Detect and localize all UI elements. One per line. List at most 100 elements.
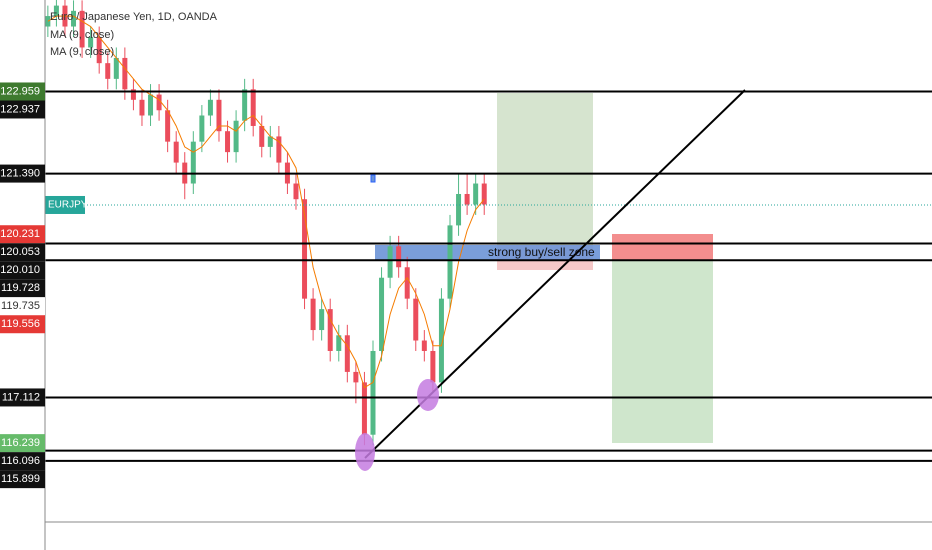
profit-zone	[497, 93, 593, 245]
candle-body	[156, 94, 162, 111]
candle	[293, 173, 299, 210]
price-tag	[0, 470, 45, 489]
candle-body	[336, 335, 342, 351]
last-price-label: EURJPY	[48, 200, 88, 211]
price-tag	[0, 452, 45, 471]
price-label: 120.010	[0, 264, 40, 276]
highlight	[355, 433, 375, 471]
candle	[481, 173, 487, 215]
levels: EURJPY	[45, 90, 932, 462]
price-tag	[0, 243, 45, 262]
chart-title: Euro / Japanese Yen, 1D, OANDA	[50, 11, 218, 23]
candle-body	[225, 131, 231, 153]
candle	[413, 288, 419, 351]
candle	[233, 110, 239, 163]
candle-body	[207, 99, 213, 116]
candle	[464, 173, 470, 215]
candle-body	[327, 309, 333, 351]
candle-body	[396, 246, 402, 268]
candle	[447, 214, 453, 310]
candle-body	[53, 5, 59, 17]
price-label: 115.899	[1, 473, 40, 485]
price-tag	[0, 434, 45, 453]
zone-box	[375, 245, 600, 260]
candle	[225, 120, 231, 163]
candle-body	[464, 193, 470, 205]
candle	[387, 235, 393, 289]
candle	[190, 131, 196, 194]
candle-body	[430, 350, 436, 383]
candle-body	[122, 57, 128, 90]
candles	[45, 0, 487, 446]
price-label: 121.390	[0, 167, 40, 179]
price-label: 122.937	[0, 103, 40, 115]
candle-body	[293, 183, 299, 200]
price-tag	[0, 164, 45, 183]
candle-body	[344, 335, 350, 372]
candle	[173, 131, 179, 174]
candle-body	[216, 99, 222, 132]
marker	[370, 174, 376, 183]
candle-body	[173, 141, 179, 163]
candle-body	[413, 298, 419, 341]
candle-body	[310, 298, 316, 331]
candle-body	[79, 10, 85, 48]
last-price-tag	[45, 195, 85, 214]
price-label: 120.231	[0, 228, 40, 240]
price-label: 122.959	[0, 85, 40, 97]
candle	[139, 89, 145, 126]
price-tag	[0, 82, 45, 101]
candle	[259, 115, 265, 158]
candle-body	[71, 10, 77, 27]
candle	[336, 324, 342, 362]
price-label: 117.112	[2, 391, 40, 403]
candle-body	[130, 89, 136, 100]
candle-body	[302, 199, 308, 299]
candle-body	[267, 136, 273, 147]
candle	[216, 89, 222, 142]
candle-body	[88, 36, 94, 48]
candle-body	[233, 120, 239, 153]
candle	[156, 84, 162, 121]
highlight	[417, 379, 439, 411]
price-tag	[0, 388, 45, 407]
candle	[71, 0, 77, 37]
candle-body	[259, 125, 265, 147]
candle-body	[353, 371, 359, 383]
candle-body	[165, 110, 171, 142]
candle-body	[113, 57, 119, 79]
candle	[105, 52, 111, 90]
candle-body	[438, 298, 444, 383]
candle	[88, 26, 94, 58]
candle-body	[105, 63, 111, 79]
candle	[302, 188, 308, 310]
candle-body	[96, 36, 102, 64]
candle-body	[387, 246, 393, 278]
price-label: 119.556	[1, 318, 40, 330]
axis: 122.959 122.937 121.390 120.231 120.053 120.0…	[0, 82, 45, 489]
price-label: 119.728	[1, 282, 40, 294]
candle	[438, 288, 444, 393]
candle-body	[276, 136, 282, 163]
candle	[242, 78, 248, 132]
candle	[404, 256, 410, 310]
candle-body	[473, 183, 479, 205]
candle-body	[370, 350, 376, 435]
price-tag	[0, 297, 45, 316]
candle	[310, 288, 316, 341]
candle-body	[199, 115, 205, 142]
price-tag	[0, 279, 45, 298]
candle	[199, 105, 205, 153]
candle-body	[421, 340, 427, 351]
candle-body	[319, 309, 325, 331]
price-label: 116.239	[1, 437, 40, 449]
legend-entry: MA (9, close)	[50, 46, 114, 58]
candle-body	[190, 141, 196, 184]
candle-body	[148, 94, 154, 116]
candle	[250, 78, 256, 137]
candle	[379, 267, 385, 362]
candle-body	[481, 183, 487, 205]
candle-body	[379, 277, 385, 351]
